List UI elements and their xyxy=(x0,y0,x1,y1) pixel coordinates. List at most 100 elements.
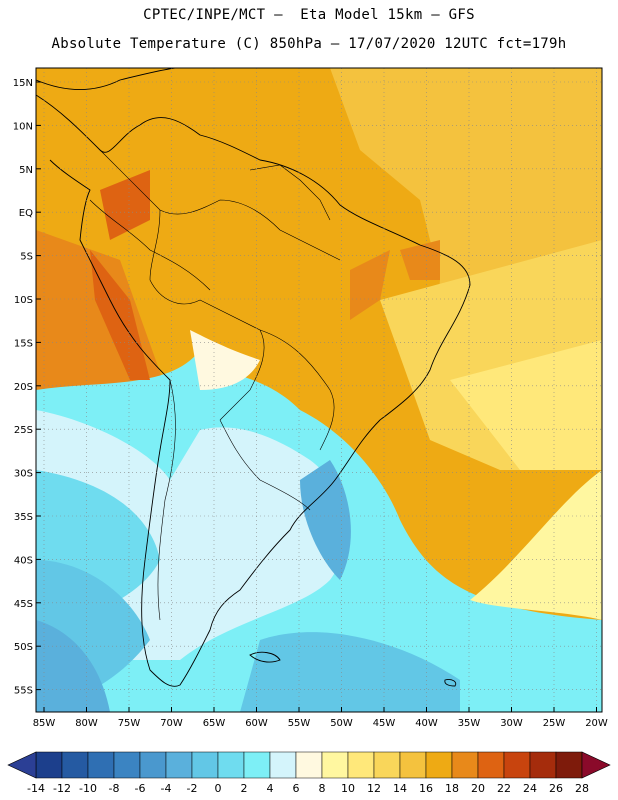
field-andes-peru xyxy=(90,250,150,380)
colorbar-label: 22 xyxy=(497,782,511,795)
field-bolivia-pale xyxy=(190,330,260,390)
colorbar-label: 6 xyxy=(293,782,300,795)
lon-label: 75W xyxy=(118,718,141,729)
field-brazil-ne xyxy=(400,240,440,280)
lon-label: 25W xyxy=(543,718,566,729)
south-georgia xyxy=(444,679,457,687)
colorbar-label: 0 xyxy=(215,782,222,795)
field-cold-core xyxy=(300,460,351,580)
colorbar-swatch xyxy=(425,751,453,779)
colorbar: -14 -12 -10 -8 -6 -4 -2 0 2 4 6 8 10 12 14 16 18 20 22 24 26… xyxy=(7,751,611,795)
lon-label: 30W xyxy=(500,718,523,729)
colorbar-label: 8 xyxy=(319,782,326,795)
lat-label: 15S xyxy=(14,338,33,349)
colorbar-swatch xyxy=(87,751,115,779)
field-ocean-yellow xyxy=(450,340,602,470)
colorbar-swatch xyxy=(295,751,323,779)
lat-label: 10N xyxy=(13,121,33,132)
colorbar-labels: -14 -12 -10 -8 -6 -4 -2 0 2 4 6 8 10 12 14 16 18 20 22 24 26… xyxy=(27,782,589,795)
lon-label: 50W xyxy=(330,718,353,729)
lat-label: 10S xyxy=(14,295,33,306)
country-borders xyxy=(89,149,341,621)
temperature-map: 15N 10N 5N EQ 5S 10S 15S 20S 25S 30S 35S 40S 45S 50S 5… xyxy=(13,67,608,729)
colorbar-swatch xyxy=(269,751,297,779)
lat-label: 5N xyxy=(19,165,33,176)
lat-label: 30S xyxy=(14,469,33,480)
longitude-ticks: 85W 80W 75W 70W 65W 60W 55W 50W 45W 40W 35W 30W 25W 2… xyxy=(33,707,608,729)
lat-label: 40S xyxy=(14,555,33,566)
south-america-coast xyxy=(36,94,471,687)
colorbar-swatch xyxy=(451,751,479,779)
chart-title-line1: CPTEC/INPE/MCT – Eta Model 15km – GFS xyxy=(143,7,475,23)
colorbar-low-arrow xyxy=(7,751,37,779)
colorbar-label: -6 xyxy=(135,782,146,795)
colorbar-swatch xyxy=(35,751,63,779)
colorbar-swatch xyxy=(503,751,531,779)
latitude-ticks: 15N 10N 5N EQ 5S 10S 15S 20S 25S 30S 35S 40S 45S 50S 5… xyxy=(13,78,41,697)
colorbar-swatch xyxy=(555,751,583,779)
colorbar-label: -12 xyxy=(53,782,71,795)
colorbar-swatch xyxy=(399,751,427,779)
lon-label: 60W xyxy=(245,718,268,729)
colorbar-swatch xyxy=(321,751,349,779)
lat-label: 5S xyxy=(20,252,33,263)
colorbar-label: 10 xyxy=(341,782,355,795)
colorbar-label: -2 xyxy=(187,782,198,795)
colorbar-swatch xyxy=(191,751,219,779)
lon-label: 40W xyxy=(415,718,438,729)
colorbar-label: -4 xyxy=(161,782,172,795)
colorbar-swatch xyxy=(217,751,245,779)
lat-label: 50S xyxy=(14,642,33,653)
colorbar-swatch xyxy=(529,751,557,779)
colorbar-label: 18 xyxy=(445,782,459,795)
colorbar-high-arrow xyxy=(581,751,611,779)
colorbar-swatch xyxy=(373,751,401,779)
field-blue-deep xyxy=(36,620,110,712)
lat-label: 15N xyxy=(13,78,33,89)
lon-label: 45W xyxy=(373,718,396,729)
colorbar-swatch xyxy=(477,751,505,779)
colorbar-label: -8 xyxy=(109,782,120,795)
lon-label: 35W xyxy=(458,718,481,729)
lon-label: 70W xyxy=(160,718,183,729)
colorbar-label: -10 xyxy=(79,782,97,795)
lon-label: 55W xyxy=(288,718,311,729)
lat-label: 20S xyxy=(14,382,33,393)
colorbar-label: 12 xyxy=(367,782,381,795)
colorbar-label: 20 xyxy=(471,782,485,795)
colorbar-swatches xyxy=(35,751,583,779)
lon-label: 85W xyxy=(33,718,56,729)
chart-title-line2: Absolute Temperature (C) 850hPa – 17/07/… xyxy=(51,36,567,52)
colorbar-label: 24 xyxy=(523,782,537,795)
field-blue-south xyxy=(240,632,460,712)
colorbar-swatch xyxy=(165,751,193,779)
lat-label: 25S xyxy=(14,425,33,436)
lat-label: 45S xyxy=(14,599,33,610)
colorbar-label: 14 xyxy=(393,782,407,795)
colorbar-label: 2 xyxy=(241,782,248,795)
gridlines xyxy=(36,68,602,712)
lon-label: 20W xyxy=(585,718,608,729)
colorbar-swatch xyxy=(61,751,89,779)
colorbar-label: 28 xyxy=(575,782,589,795)
colorbar-swatch xyxy=(243,751,271,779)
coastlines xyxy=(36,68,471,687)
lon-label: 65W xyxy=(203,718,226,729)
colorbar-label: -14 xyxy=(27,782,45,795)
colorbar-label: 16 xyxy=(419,782,433,795)
colorbar-swatch xyxy=(347,751,375,779)
central-america-coast xyxy=(36,68,176,90)
lat-label: 55S xyxy=(14,686,33,697)
map-frame xyxy=(35,67,603,713)
colorbar-swatch xyxy=(139,751,167,779)
temperature-field xyxy=(36,68,602,712)
lat-label: 35S xyxy=(14,512,33,523)
field-brazil-east xyxy=(350,250,390,320)
lon-label: 80W xyxy=(75,718,98,729)
falklands xyxy=(249,651,281,663)
colorbar-swatch xyxy=(113,751,141,779)
colorbar-label: 4 xyxy=(267,782,274,795)
field-warm-pocket xyxy=(470,470,602,620)
lat-label: EQ xyxy=(19,208,33,219)
colorbar-label: 26 xyxy=(549,782,563,795)
